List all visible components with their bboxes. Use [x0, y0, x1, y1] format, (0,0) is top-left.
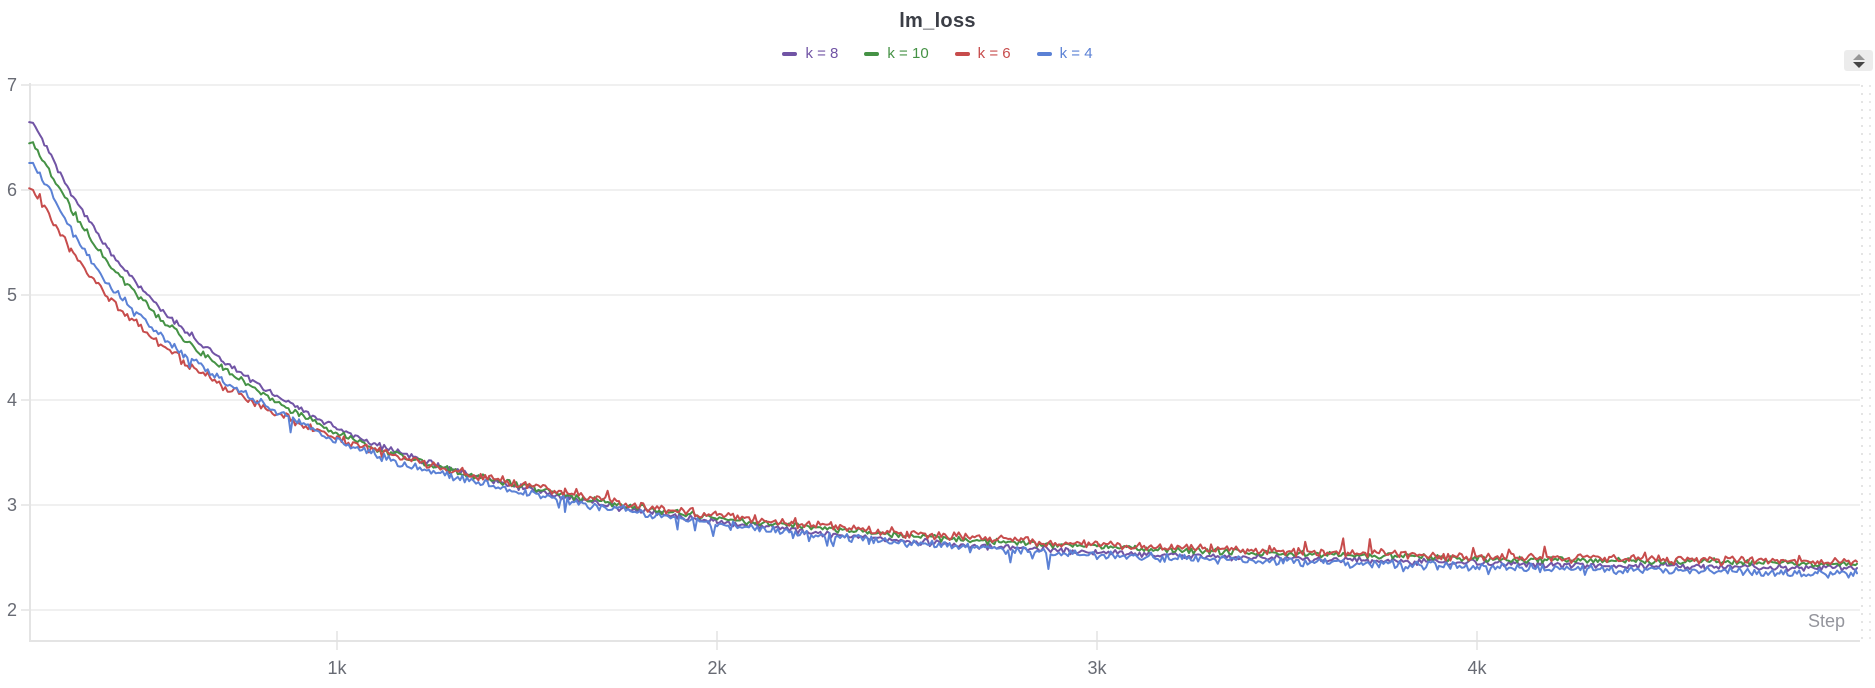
svg-text:2k: 2k: [707, 658, 727, 678]
chart-title: lm_loss: [899, 10, 976, 32]
x-axis-title: Step: [1807, 611, 1845, 631]
chart-legend: k = 8 k = 10 k = 6 k = 4: [0, 46, 1875, 62]
chevron-down-icon: [1852, 61, 1865, 68]
svg-text:4k: 4k: [1467, 658, 1487, 678]
svg-text:6: 6: [7, 180, 17, 200]
legend-item-k-4[interactable]: k = 4: [1036, 45, 1093, 62]
legend-swatch-icon: [1036, 52, 1052, 56]
legend-item-k-10[interactable]: k = 10: [864, 45, 929, 62]
legend-label: k = 6: [977, 45, 1011, 62]
svg-text:2: 2: [7, 600, 17, 620]
svg-text:3: 3: [7, 495, 17, 515]
svg-text:4: 4: [7, 390, 17, 410]
svg-text:7: 7: [7, 75, 17, 95]
legend-label: k = 10: [887, 45, 929, 62]
svg-text:1k: 1k: [327, 658, 347, 678]
legend-item-k-8[interactable]: k = 8: [782, 46, 838, 62]
svg-text:3k: 3k: [1087, 658, 1107, 678]
legend-swatch-icon: [782, 52, 798, 56]
legend-label: k = 4: [1059, 45, 1093, 62]
legend-item-k-6[interactable]: k = 6: [954, 45, 1011, 62]
legend-label: k = 8: [805, 45, 839, 62]
chevron-up-icon: [1852, 53, 1865, 60]
legend-swatch-icon: [864, 52, 880, 56]
legend-swatch-icon: [954, 52, 970, 56]
svg-text:5: 5: [7, 285, 17, 305]
scroll-stepper-button[interactable]: [1844, 50, 1873, 71]
